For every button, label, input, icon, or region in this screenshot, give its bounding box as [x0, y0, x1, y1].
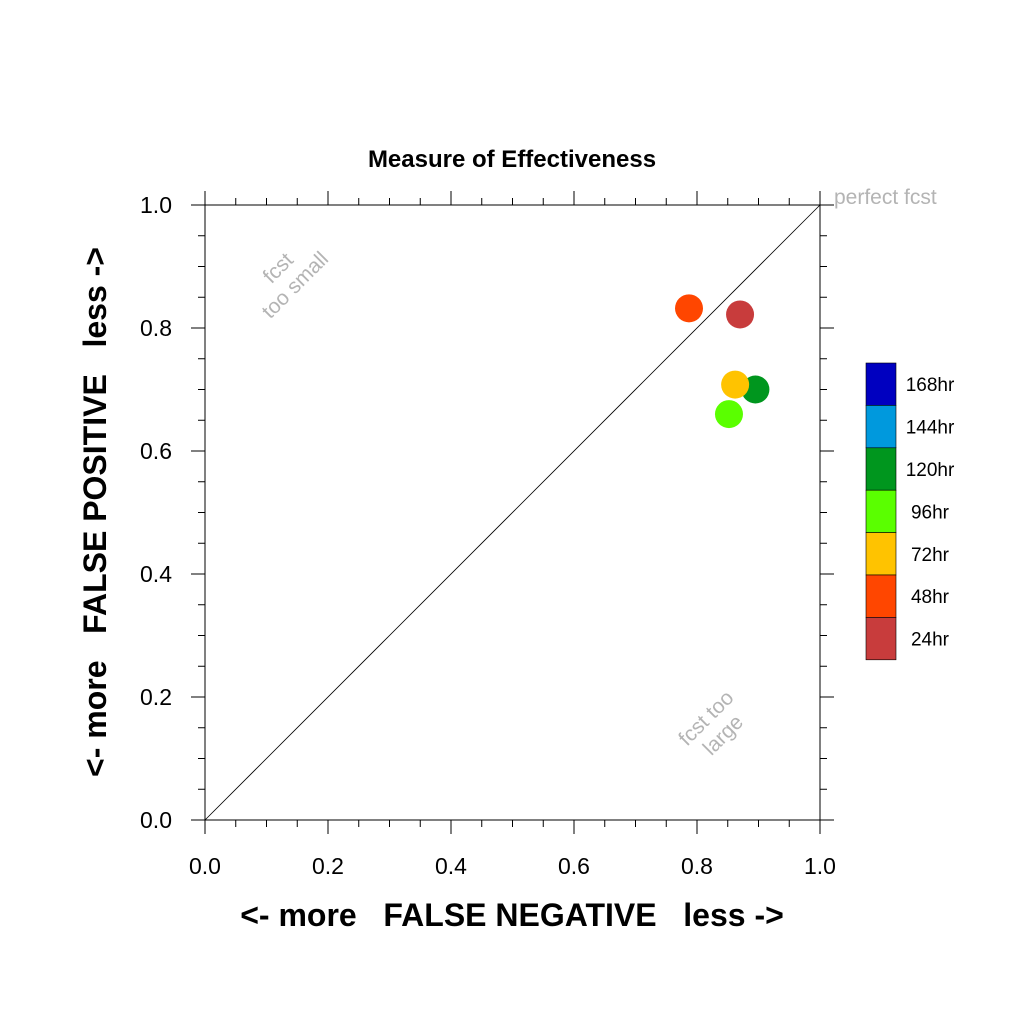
chart-title: Measure of Effectiveness [368, 146, 656, 173]
legend-label-144hr: 144hr [906, 418, 955, 439]
point-96hr [714, 400, 743, 429]
legend-swatch-72hr [865, 532, 897, 576]
legend-swatch-48hr [865, 574, 897, 618]
x-tick-label: 0.2 [312, 853, 344, 879]
annotation-too-small: fcst too small [257, 247, 333, 323]
y-tick-label: 0.2 [140, 684, 172, 710]
axis-ticks [191, 191, 834, 834]
x-tick-label: 0.4 [435, 853, 467, 879]
legend-label-120hr: 120hr [906, 460, 955, 481]
legend-label-72hr: 72hr [911, 545, 950, 566]
diagonal-line [204, 204, 821, 821]
x-axis-label: <- more FALSE NEGATIVE less -> [240, 897, 784, 933]
x-tick-label: 0.8 [681, 853, 713, 879]
annotation-too-large: fcst too large [674, 686, 748, 760]
y-tick-label: 0.8 [140, 315, 172, 341]
legend-label-96hr: 96hr [911, 502, 950, 523]
point-24hr [726, 300, 755, 329]
legend-swatch-168hr [865, 362, 897, 406]
legend-label-24hr: 24hr [911, 630, 950, 651]
y-axis-label: <- more FALSE POSITIVE less -> [77, 247, 113, 777]
point-72hr [721, 370, 750, 399]
x-tick-label: 0.0 [189, 853, 221, 879]
y-tick-label: 0.6 [140, 438, 172, 464]
y-tick-label: 1.0 [140, 192, 172, 218]
y-tick-label: 0.4 [140, 561, 172, 587]
y-tick-label: 0.0 [140, 807, 172, 833]
legend: 168hr 144hr 120hr 96hr 72hr 48hr 24hr [865, 362, 955, 661]
legend-swatch-144hr [865, 405, 897, 449]
x-tick-label: 0.6 [558, 853, 590, 879]
legend-swatch-24hr [865, 617, 897, 661]
annotation-too-small-line2: too small [257, 247, 333, 323]
point-48hr [675, 294, 704, 323]
legend-label-168hr: 168hr [906, 375, 955, 396]
legend-label-48hr: 48hr [911, 587, 950, 608]
annotation-perfect-fcst: perfect fcst [834, 186, 937, 209]
legend-swatch-120hr [865, 447, 897, 491]
tick-labels: 0.0 0.2 0.4 0.6 0.8 1.0 0.0 0.2 0.4 0.6 0.8 1.0 [140, 192, 836, 879]
x-tick-label: 1.0 [804, 853, 836, 879]
data-points [675, 294, 770, 429]
legend-swatch-96hr [865, 489, 897, 533]
